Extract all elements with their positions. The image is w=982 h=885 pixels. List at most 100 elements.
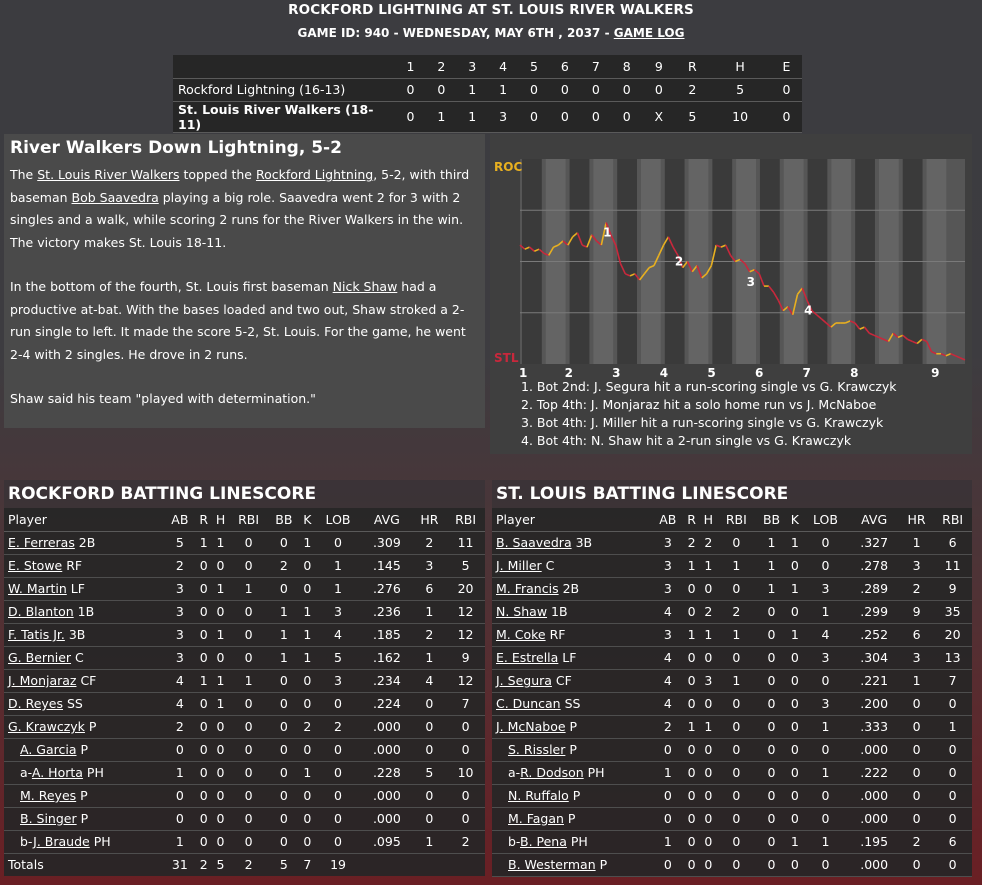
stat-cell: 1 <box>787 531 803 555</box>
stat-cell: 0 <box>683 738 700 762</box>
linescore-column-header: H <box>735 58 745 74</box>
win-probability-segment <box>955 355 961 359</box>
story-link[interactable]: Nick Shaw <box>332 279 398 294</box>
stat-cell: 1 <box>933 715 972 739</box>
linescore-cell: 0 <box>560 82 569 97</box>
stat-cell: 0 <box>683 669 700 693</box>
stat-cell: 1 <box>299 646 315 670</box>
win-probability-segment <box>739 258 746 265</box>
win-probability-segment <box>691 265 698 273</box>
stat-cell: 1 <box>314 577 362 601</box>
inning-tick-label: 6 <box>755 366 763 378</box>
player-row: B. Singer P 0 0 0 0 0 0 0.000 0 0 <box>4 807 485 831</box>
stat-cell: 1 <box>211 531 230 555</box>
stat-cell: 5 <box>446 554 485 578</box>
linescore-header-row: 1 2 3 4 5 6 7 8 9 R H E <box>173 55 802 78</box>
player-name-link[interactable]: J. Monjaraz <box>8 673 77 688</box>
linescore-cell: 0 <box>406 109 415 124</box>
story-link[interactable]: Bob Saavedra <box>71 189 159 205</box>
win-probability-segment <box>782 305 789 312</box>
batting-header-row: Player AB R H RBI BB K LOB AVG HR RBI <box>4 508 485 532</box>
player-name-link[interactable]: J. Miller <box>496 558 542 573</box>
player-name-link[interactable]: D. Blanton <box>8 604 74 619</box>
game-log-link[interactable]: GAME LOG <box>613 26 685 40</box>
stat-cell: 0 <box>314 692 362 716</box>
player-name-link[interactable]: M. Francis <box>496 581 559 596</box>
stat-cell: 0 <box>314 531 362 555</box>
win-probability-segment <box>902 334 909 341</box>
player-name-link[interactable]: J. Segura <box>496 673 552 688</box>
player-cell: C. Duncan SS <box>492 692 652 716</box>
player-row: G. Bernier C 3 0 0 0 1 1 5.162 1 9 <box>4 646 485 670</box>
stat-cell: 0 <box>268 761 300 785</box>
player-name-link[interactable]: W. Martin <box>8 581 67 596</box>
player-name-link[interactable]: B. Singer <box>20 811 77 826</box>
story-link[interactable]: Rockford Lightning <box>255 167 374 182</box>
event-note: 2. Top 4th: J. Monjaraz hit a solo home … <box>521 397 877 412</box>
win-probability-segment <box>791 294 799 315</box>
player-name-link[interactable]: N. Shaw <box>496 604 548 619</box>
stat-cell: 0 <box>211 738 230 762</box>
player-name-link[interactable]: B. Pena <box>520 834 567 849</box>
player-name-link[interactable]: J. McNaboe <box>496 719 566 734</box>
stat-cell: 0 <box>899 761 934 785</box>
player-name-link[interactable]: R. Dodson <box>520 765 584 780</box>
player-name-link[interactable]: E. Stowe <box>8 558 63 573</box>
stat-cell: .299 <box>848 600 900 624</box>
player-name-link[interactable]: J. Braude <box>33 834 90 849</box>
player-name-link[interactable]: N. Ruffalo <box>508 788 569 803</box>
stat-cell: 0 <box>787 554 803 578</box>
player-name-link[interactable]: G. Krawczyk <box>8 719 85 734</box>
player-name-link[interactable]: A. Garcia <box>20 742 77 757</box>
win-probability-segment <box>859 326 865 330</box>
linescore-column-header: R <box>687 58 697 74</box>
win-probability-segment <box>925 341 933 353</box>
player-name-link[interactable]: S. Rissler <box>508 742 566 757</box>
stat-cell: .327 <box>848 531 900 555</box>
player-name-link[interactable]: M. Reyes <box>20 788 77 803</box>
stat-cell: 2 <box>899 577 934 601</box>
win-probability-segment <box>830 322 837 328</box>
win-probability-segment <box>658 244 665 256</box>
linescore-cell: 5 <box>736 82 745 97</box>
stat-cell: 6 <box>933 531 972 555</box>
story-link[interactable]: St. Louis River Walkers <box>37 167 180 182</box>
stat-cell: 0 <box>314 830 362 854</box>
stat-cell: 0 <box>755 600 788 624</box>
player-name-link[interactable]: E. Ferreras <box>8 535 75 550</box>
player-name-link[interactable]: D. Reyes <box>8 696 63 711</box>
player-name-link[interactable]: E. Estrella <box>496 650 559 665</box>
player-cell: F. Tatis Jr. 3B <box>4 623 164 647</box>
stat-cell: 0 <box>164 784 196 808</box>
player-row: M. Fagan P 0 0 0 0 0 0 0.000 0 0 <box>492 807 972 831</box>
player-name-link[interactable]: F. Tatis Jr. <box>8 627 65 642</box>
win-probability-segment <box>931 350 937 355</box>
linescore-cell: 0 <box>530 82 538 97</box>
event-marker: 4 <box>804 303 812 317</box>
inning-tick-label: 8 <box>850 366 858 378</box>
story-paragraph-3: Shaw said his team "played with determin… <box>10 391 316 406</box>
linescore-cell: 10 <box>732 109 749 124</box>
win-probability-segment <box>538 248 545 254</box>
player-row: J. McNaboe P 2 1 1 0 0 0 1.333 0 1 <box>492 715 972 739</box>
stat-cell: 0 <box>683 853 700 877</box>
win-probability-segment <box>768 285 775 293</box>
stat-cell: 3 <box>314 600 362 624</box>
player-position: 3B <box>64 627 86 642</box>
player-position: P <box>563 811 576 826</box>
player-name-link[interactable]: B. Saavedra <box>496 535 572 550</box>
player-name-link[interactable]: B. Westerman <box>508 857 596 872</box>
stat-cell: 0 <box>211 600 230 624</box>
stat-cell: 0 <box>211 830 230 854</box>
stat-cell: 1 <box>195 669 212 693</box>
stat-cell: 9 <box>899 600 934 624</box>
player-name-link[interactable]: M. Coke <box>496 627 546 642</box>
stat-cell: 0 <box>899 807 934 831</box>
player-name-link[interactable]: A. Horta <box>31 765 83 780</box>
stat-cell: 0 <box>268 531 300 555</box>
player-name-link[interactable]: G. Bernier <box>8 650 72 665</box>
stat-cell: 1 <box>164 761 196 785</box>
player-prefix: a- <box>508 765 521 780</box>
player-name-link[interactable]: C. Duncan <box>496 696 561 711</box>
player-name-link[interactable]: M. Fagan <box>508 811 564 826</box>
